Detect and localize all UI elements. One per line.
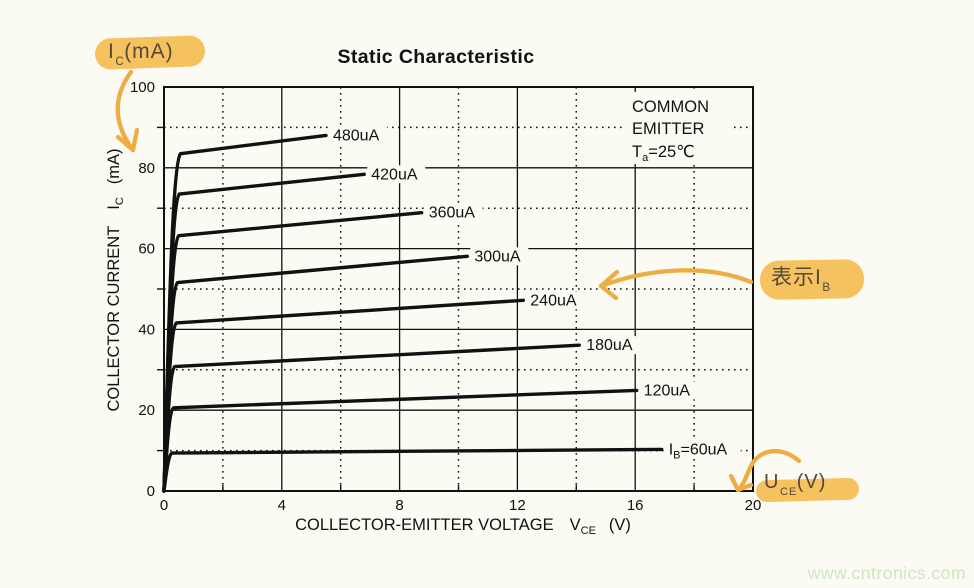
y-tick-label: 100 (130, 79, 155, 96)
curve-label-IB=420uA: 420uA (371, 166, 418, 183)
handwritten-ic-label: IC(mA) (108, 40, 174, 68)
curve-label-IB=360uA: 360uA (429, 205, 476, 222)
curve-label-mask (424, 203, 483, 222)
y-axis-title: COLLECTOR CURRENTIC(mA) (105, 148, 126, 411)
y-tick-label: 0 (147, 483, 155, 500)
chart-title: Static Characteristic (337, 46, 535, 68)
curve-IB=60uA (162, 447, 664, 493)
y-tick-label: 60 (138, 241, 155, 258)
uce-label-pre: U (764, 471, 780, 493)
curve-label-IB=300uA: 300uA (474, 248, 521, 265)
ib-note-sub: B (822, 281, 832, 294)
curve-label-IB=120uA: 120uA (644, 382, 691, 399)
x-tick-label: 20 (745, 497, 762, 514)
curve-label-mask (526, 291, 585, 310)
ic-label-pre: I (108, 40, 115, 63)
curve-IB=360uA (162, 210, 424, 493)
corner-note-line1: COMMON (632, 98, 709, 116)
curve-label-IB=480uA: 480uA (333, 127, 380, 144)
y-tick-label: 80 (138, 160, 155, 177)
y-tick-label: 40 (138, 321, 155, 338)
x-tick-label: 16 (627, 497, 644, 514)
curve-IB=300uA (162, 254, 470, 493)
corner-note-temp: Ta=25℃ (632, 143, 695, 164)
handwritten-ib-note: 表示IB (771, 266, 832, 294)
uce-label-post: (V) (796, 471, 827, 493)
curve-label-mask (367, 165, 426, 184)
curve-label-IB=60uA: IB=60uA (669, 441, 728, 461)
x-axis-title: COLLECTOR-EMITTER VOLTAGE VCE (V) (295, 516, 631, 537)
ic-label-post: (mA) (124, 40, 174, 63)
x-tick-label: 0 (160, 497, 168, 514)
watermark: www.cntronics.com (807, 563, 966, 583)
y-tick-label: 20 (138, 402, 155, 419)
curve-label-IB=240uA: 240uA (530, 292, 577, 309)
curve-label-mask (639, 381, 698, 400)
curve-label-mask (664, 440, 741, 459)
curve-label-mask (470, 247, 529, 266)
uce-label-sub: CE (780, 485, 798, 498)
curve-IB=120uA (162, 388, 639, 493)
curve-label-IB=180uA: 180uA (586, 337, 633, 354)
x-tick-label: 4 (278, 497, 286, 514)
corner-note-box (622, 92, 734, 164)
ib-note-pre: 表示I (771, 266, 822, 289)
curve-label-mask (328, 126, 387, 145)
corner-note-line2: EMITTER (632, 120, 704, 138)
x-tick-label: 12 (509, 497, 526, 514)
x-tick-label: 8 (395, 497, 403, 514)
handwritten-uce-label: UCE(V) (764, 471, 827, 498)
curve-label-mask (582, 336, 641, 355)
ic-label-sub: C (115, 55, 125, 68)
